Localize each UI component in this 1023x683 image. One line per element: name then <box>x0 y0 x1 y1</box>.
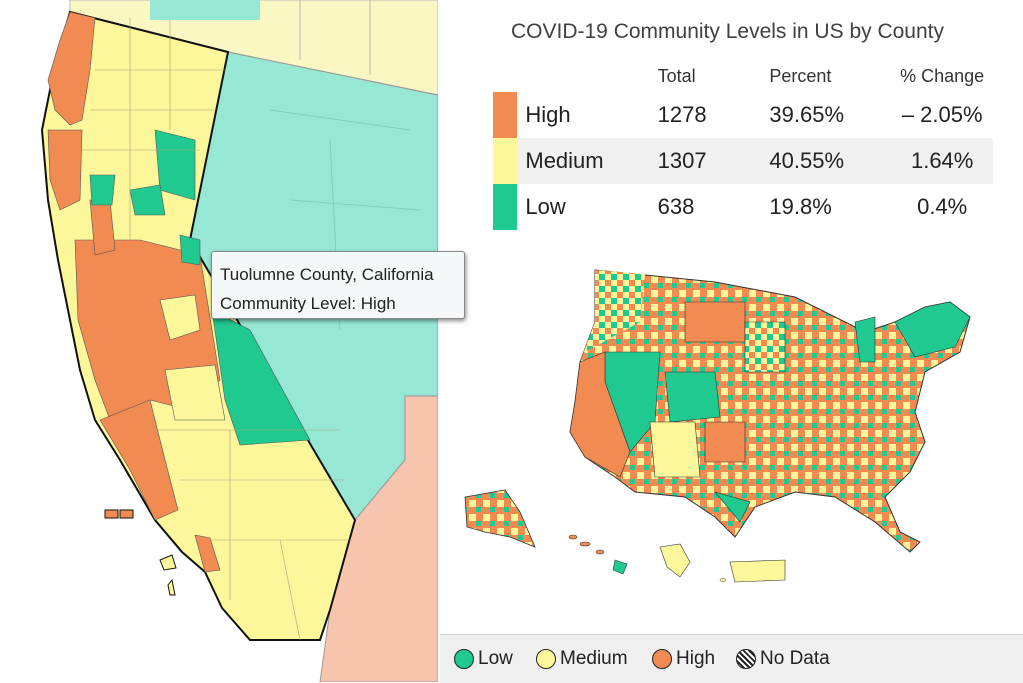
arizona-region <box>319 395 438 682</box>
tooltip-county-name: Tuolumne County, California <box>220 265 434 284</box>
legend-no-data[interactable]: No Data <box>736 646 830 672</box>
legend-label: High <box>676 648 716 669</box>
total-value: 1307 <box>657 138 770 184</box>
legend-low[interactable]: Low <box>454 646 513 672</box>
high-dot-icon <box>652 649 672 669</box>
legend-high[interactable]: High <box>652 646 715 672</box>
legend-medium[interactable]: Medium <box>536 646 628 672</box>
level-label: High <box>525 102 571 127</box>
medium-swatch <box>493 138 517 184</box>
table-row-medium: Medium 1307 40.55% 1.64% <box>493 138 993 184</box>
summary-table: Total Percent % Change High 1278 39.65% … <box>493 60 993 230</box>
us-county-map[interactable] <box>455 262 995 592</box>
change-value: 0.4% <box>917 194 968 219</box>
tooltip-community-level: Community Level: High <box>220 294 396 313</box>
legend-label: No Data <box>760 648 830 669</box>
level-label: Low <box>525 194 566 219</box>
header-total: Total <box>657 65 696 86</box>
high-swatch <box>493 92 517 138</box>
low-dot-icon <box>454 649 474 669</box>
header-percent: Percent <box>769 65 832 86</box>
level-label: Medium <box>517 138 658 184</box>
legend-label: Medium <box>560 648 628 669</box>
percent-value: 19.8% <box>769 194 832 219</box>
puerto-rico <box>729 559 786 583</box>
hawaii <box>568 534 628 575</box>
california-map[interactable] <box>0 0 438 682</box>
mono-inyo-low <box>211 309 311 446</box>
bottom-legend: Low Medium High No Data <box>440 634 1023 683</box>
total-value: 1278 <box>657 102 707 127</box>
hatched-dot-icon <box>736 649 756 669</box>
header-change: % Change <box>900 65 985 86</box>
percent-value: 40.55% <box>769 138 892 184</box>
total-value: 638 <box>657 194 695 219</box>
low-swatch <box>493 184 517 230</box>
alaska <box>464 489 536 548</box>
california-us <box>569 351 631 478</box>
table-header-row: Total Percent % Change <box>493 60 993 92</box>
territory-guam <box>659 543 691 578</box>
legend-label: Low <box>478 648 513 669</box>
county-tooltip: Tuolumne County, California Community Le… <box>211 251 465 319</box>
table-row-low: Low 638 19.8% 0.4% <box>493 184 993 230</box>
oregon-low-area <box>150 0 260 20</box>
percent-value: 39.65% <box>769 102 845 127</box>
change-value: 1.64% <box>891 138 993 184</box>
map-title: COVID-19 Community Levels in US by Count… <box>511 20 944 43</box>
table-row-high: High 1278 39.65% – 2.05% <box>493 92 993 138</box>
change-value: – 2.05% <box>901 102 983 127</box>
medium-dot-icon <box>536 649 556 669</box>
